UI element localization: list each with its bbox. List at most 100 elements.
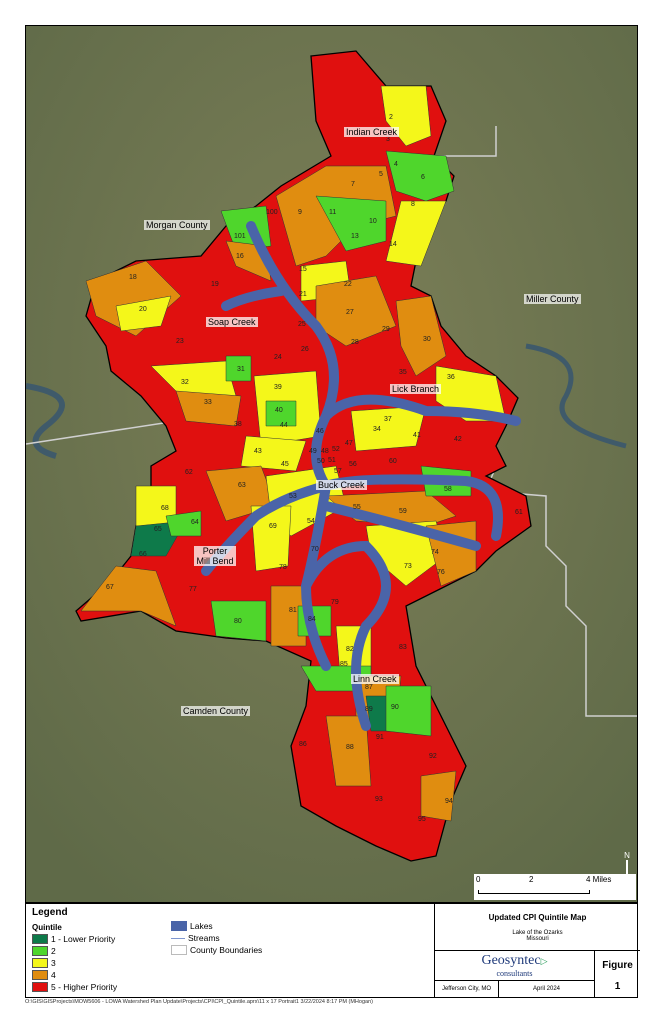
legend-quintile-heading: Quintile xyxy=(32,923,62,932)
subwatershed-id-label: 47 xyxy=(345,440,353,447)
subwatershed-id-label: 37 xyxy=(384,416,392,423)
subwatershed-id-label: 24 xyxy=(274,354,282,361)
subwatershed-id-label: 38 xyxy=(234,421,242,428)
map-frame[interactable]: 2 3 4 5 6 7 8 9 10 11 13 14 15 16 18 19 20 21 22 23 24 25 26 27… xyxy=(25,25,638,903)
legend-item: 5 - Higher Priority xyxy=(32,982,117,992)
subwatershed-id-label: 6 xyxy=(421,174,425,181)
subwatershed-id-label: 92 xyxy=(429,753,437,760)
watershed-label: Soap Creek xyxy=(206,317,258,327)
map-title: Updated CPI Quintile Map xyxy=(488,913,587,922)
subwatershed-id-label: 68 xyxy=(161,505,169,512)
subwatershed-id-label: 33 xyxy=(204,399,212,406)
subwatershed-id-label: 79 xyxy=(331,599,339,606)
subwatershed-id-label: 19 xyxy=(211,281,219,288)
subwatershed-id-label: 83 xyxy=(399,644,407,651)
legend-item-streams: Streams xyxy=(171,933,220,943)
subwatershed-id-label: 40 xyxy=(275,407,283,414)
subwatershed-id-label: 82 xyxy=(346,646,354,653)
legend-item-lakes: Lakes xyxy=(171,921,213,931)
subwatershed-id-label: 25 xyxy=(298,321,306,328)
subwatershed-id-label: 27 xyxy=(346,309,354,316)
subwatershed-id-label: 93 xyxy=(375,796,383,803)
legend-item: 4 xyxy=(32,970,56,980)
subwatershed-id-label: 58 xyxy=(444,486,452,493)
subwatershed-id-label: 10 xyxy=(369,218,377,225)
subwatershed-id-label: 78 xyxy=(279,564,287,571)
subwatershed-id-label: 48 xyxy=(321,448,329,455)
legend-item: 1 - Lower Priority xyxy=(32,934,115,944)
subwatershed-id-label: 53 xyxy=(289,493,297,500)
watershed-label: Lick Branch xyxy=(390,384,442,394)
subwatershed-id-label: 55 xyxy=(353,504,361,511)
river xyxy=(525,343,627,449)
subwatershed-id-label: 45 xyxy=(281,461,289,468)
watershed-label: Buck Creek xyxy=(316,480,367,490)
subwatershed-id-label: 21 xyxy=(299,291,307,298)
subwatershed-id-label: 65 xyxy=(154,526,162,533)
subwatershed-id-label: 81 xyxy=(289,607,297,614)
watershed-label: Porter Mill Bend xyxy=(194,546,236,566)
subwatershed-id-label: 46 xyxy=(316,428,324,435)
subwatershed-id-label: 59 xyxy=(399,508,407,515)
date: April 2024 xyxy=(499,981,595,998)
subwatershed-id-label: 22 xyxy=(344,281,352,288)
subwatershed-id-label: 87 xyxy=(365,684,373,691)
quintile-regions xyxy=(80,85,507,822)
scale-tick: 2 xyxy=(529,875,534,884)
county-label: Miller County xyxy=(524,294,581,304)
subwatershed-id-label: 61 xyxy=(515,509,523,516)
subwatershed-id-label: 4 xyxy=(394,161,398,168)
subwatershed-id-label: 3 xyxy=(386,136,390,143)
legend-item: 2 xyxy=(32,946,56,956)
subwatershed-id-label: 86 xyxy=(299,741,307,748)
subwatershed-id-label: 54 xyxy=(307,518,315,525)
figure-label: Figure xyxy=(602,960,633,971)
subwatershed-id-label: 74 xyxy=(431,549,439,556)
subwatershed-id-label: 62 xyxy=(185,469,193,476)
scale-bar: 0 2 4 Miles xyxy=(474,874,636,900)
subwatershed-id-label: 66 xyxy=(139,551,147,558)
subwatershed-id-label: 34 xyxy=(373,426,381,433)
subwatershed-id-label: 26 xyxy=(301,346,309,353)
county-label: Morgan County xyxy=(144,220,210,230)
subwatershed-id-label: 91 xyxy=(376,734,384,741)
subwatershed-id-label: 2 xyxy=(389,114,393,121)
subwatershed-id-label: 15 xyxy=(299,266,307,273)
subwatershed-id-label: 49 xyxy=(309,448,317,455)
lake-of-the-ozarks xyxy=(201,221,521,731)
subwatershed-id-label: 101 xyxy=(234,233,246,240)
subwatershed-id-label: 73 xyxy=(404,563,412,570)
company-logo: Geosyntec▷ consultants xyxy=(435,951,595,981)
subwatershed-id-label: 20 xyxy=(139,306,147,313)
file-path: O:\GIS\GISProjects\MOW5606 - LOWA Waters… xyxy=(25,999,373,1005)
subwatershed-id-label: 85 xyxy=(340,661,348,668)
subwatershed-id-label: 77 xyxy=(189,586,197,593)
subwatershed-id-label: 51 xyxy=(328,457,336,464)
subwatershed-id-label: 100 xyxy=(266,209,278,216)
subwatershed-id-label: 11 xyxy=(329,209,336,216)
subwatershed-id-label: 42 xyxy=(454,436,462,443)
location: Jefferson City, MO xyxy=(435,981,499,998)
scale-tick: 4 Miles xyxy=(586,875,612,884)
subwatershed-id-label: 14 xyxy=(389,241,397,248)
legend-title: Legend xyxy=(32,907,68,918)
subwatershed-id-label: 39 xyxy=(274,384,282,391)
watershed-label: Linn Creek xyxy=(351,674,399,684)
subwatershed-id-label: 32 xyxy=(181,379,189,386)
subwatershed-id-label: 56 xyxy=(349,461,357,468)
subwatershed-id-label: 28 xyxy=(351,339,359,346)
subwatershed-id-label: 63 xyxy=(238,482,246,489)
subwatershed-id-label: 31 xyxy=(237,366,245,373)
subwatershed-id-label: 29 xyxy=(382,326,390,333)
subwatershed-id-label: 43 xyxy=(254,448,262,455)
scale-tick: 0 xyxy=(476,875,481,884)
subwatershed-id-label: 67 xyxy=(106,584,114,591)
subwatershed-id-label: 8 xyxy=(411,201,415,208)
subwatershed-id-label: 41 xyxy=(413,432,421,439)
subwatershed-id-label: 94 xyxy=(445,798,453,805)
map-subtitle: Lake of the Ozarks xyxy=(512,930,563,936)
subwatershed-id-label: 18 xyxy=(129,274,137,281)
subwatershed-id-label: 50 xyxy=(317,458,325,465)
subwatershed-id-label: 60 xyxy=(389,458,397,465)
